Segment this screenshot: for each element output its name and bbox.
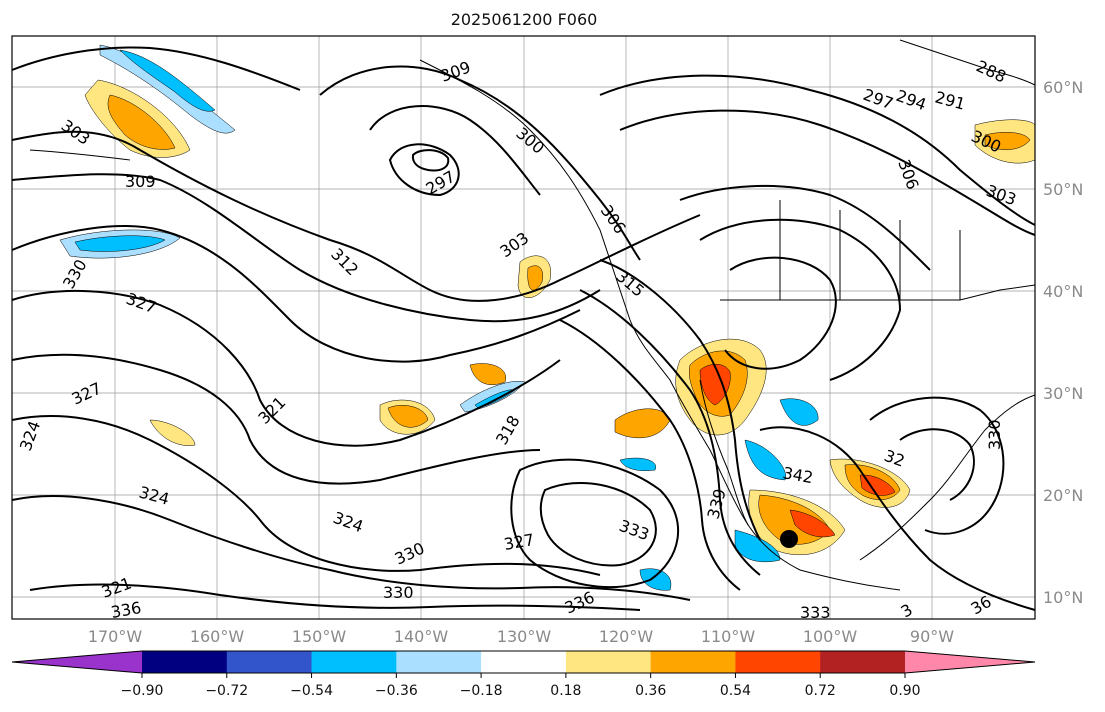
colorbar-tick-label: −0.72	[205, 683, 248, 699]
lat-label: 40°N	[1043, 282, 1083, 301]
lon-label: 100°W	[803, 627, 858, 646]
lat-label: 30°N	[1043, 384, 1083, 403]
latitude-labels: 60°N 50°N 40°N 30°N 20°N 10°N	[1043, 78, 1083, 607]
colorbar-segment	[650, 651, 736, 673]
lon-label: 160°W	[190, 627, 245, 646]
colorbar-tick-label: 0.72	[805, 683, 836, 699]
lon-label: 170°W	[88, 627, 143, 646]
contour-label: 333	[800, 603, 831, 622]
lat-label: 20°N	[1043, 486, 1083, 505]
colorbar-extend-high	[905, 651, 1035, 673]
colorbar-tick-label: 0.54	[720, 683, 751, 699]
contour-label: 330	[383, 583, 414, 602]
colorbar-extend-low	[12, 651, 142, 673]
colorbar-segment	[735, 651, 821, 673]
colorbar-tick-label: −0.54	[290, 683, 333, 699]
lat-label: 60°N	[1043, 78, 1083, 97]
colorbar-segment	[565, 651, 652, 673]
lon-label: 130°W	[497, 627, 552, 646]
lon-label: 150°W	[292, 627, 347, 646]
lon-label: 140°W	[394, 627, 449, 646]
colorbar-tick-label: 0.36	[635, 683, 666, 699]
map-background	[12, 36, 1035, 619]
contour-label: 309	[125, 172, 156, 191]
colorbar-segment	[396, 651, 482, 673]
colorbar: −0.90 −0.72 −0.54 −0.36 −0.18 0.18 0.36 0.54 0.7…	[11, 650, 1036, 699]
colorbar-tick-label: −0.18	[460, 683, 503, 699]
colorbar-segment	[481, 651, 567, 673]
colorbar-segment	[820, 651, 906, 673]
colorbar-tick-label: 0.18	[550, 683, 581, 699]
lon-label: 110°W	[701, 627, 756, 646]
colorbar-segment	[226, 651, 313, 673]
colorbar-tick-label: 0.90	[889, 683, 920, 699]
map-title: 2025061200 F060	[450, 10, 598, 29]
height-contours	[11, 46, 1036, 611]
storm-center-marker	[780, 530, 798, 548]
longitude-labels: 170°W 160°W 150°W 140°W 130°W 120°W 110°…	[88, 627, 954, 646]
contour-label: 330	[985, 419, 1004, 450]
colorbar-tick-label: −0.36	[375, 683, 418, 699]
coastlines	[29, 39, 1036, 591]
colorbar-tick-label: −0.90	[121, 683, 164, 699]
lon-label: 90°W	[910, 627, 954, 646]
lat-label: 50°N	[1043, 180, 1083, 199]
lat-label: 10°N	[1043, 588, 1083, 607]
map-frame	[11, 35, 1036, 620]
colorbar-segment	[311, 651, 397, 673]
colorbar-segment	[142, 651, 228, 673]
lon-label: 120°W	[599, 627, 654, 646]
